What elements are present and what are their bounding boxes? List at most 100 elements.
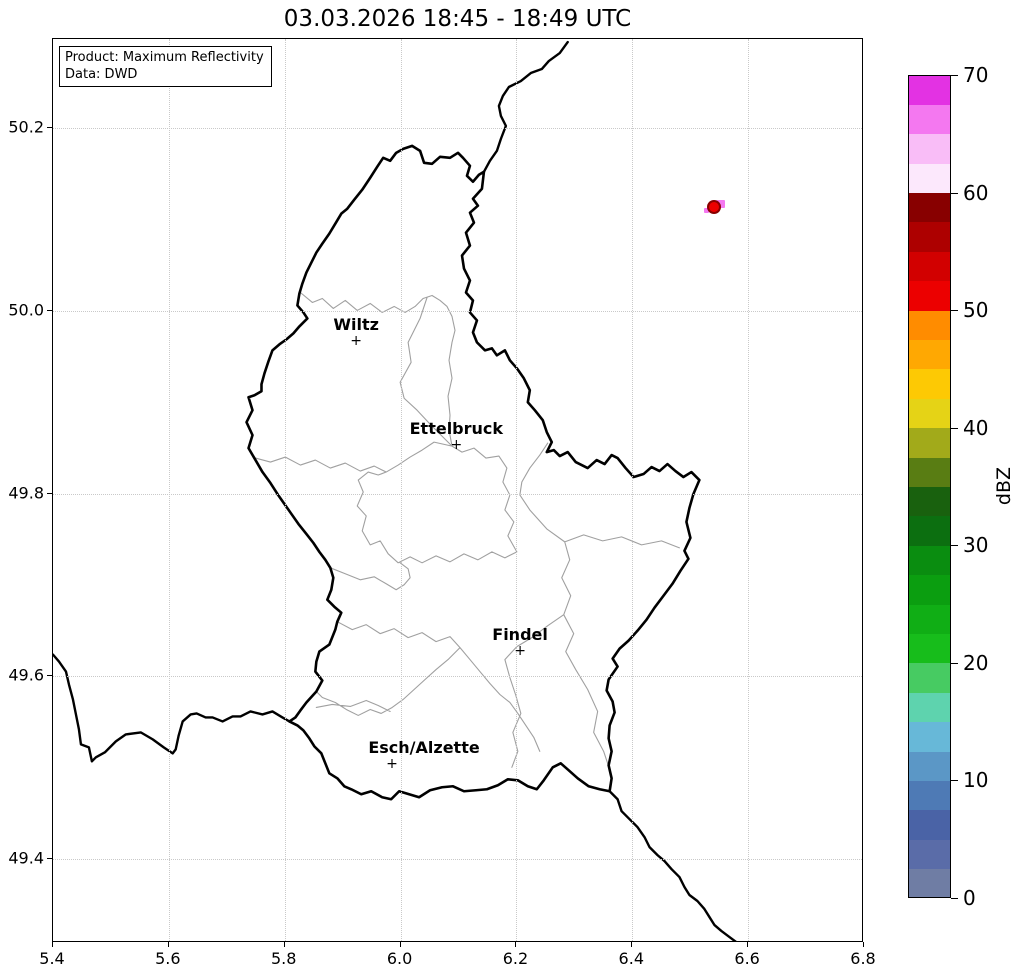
y-gridline: [53, 311, 862, 313]
x-gridline: [168, 39, 170, 941]
x-tick-mark: [52, 942, 53, 947]
colorbar-segment: [908, 780, 951, 811]
colorbar-tick-mark: [951, 545, 958, 547]
colorbar-segment: [908, 368, 951, 399]
colorbar-tick-label: 0: [963, 886, 976, 910]
x-tick-label: 5.6: [155, 949, 181, 968]
y-gridline: [53, 493, 862, 495]
colorbar-tick-label: 60: [963, 180, 989, 205]
radar-echo-pixel: [708, 201, 719, 212]
colorbar-segment: [908, 339, 951, 370]
station-marker: +: [350, 333, 362, 350]
x-tick-label: 6.6: [734, 949, 760, 968]
colorbar-segment: [908, 692, 951, 723]
colorbar-tick-label: 70: [963, 63, 989, 87]
y-tick-label: 49.6: [8, 665, 44, 685]
colorbar-segment: [908, 809, 951, 840]
luxembourg-border: [245, 144, 701, 801]
x-tick-mark: [747, 942, 749, 947]
colorbar-tick-mark: [951, 192, 958, 194]
colorbar-tick-label: 10: [963, 768, 989, 793]
colorbar-segment: [908, 280, 951, 311]
y-tick-label: 49.4: [8, 848, 44, 868]
colorbar-segment: [908, 310, 951, 341]
x-tick-label: 6.2: [502, 949, 529, 968]
map-axes: Product: Maximum Reflectivity Data: DWD: [52, 38, 863, 942]
colorbar-tick-mark: [951, 898, 958, 899]
colorbar-tick-label: 40: [963, 415, 989, 440]
colorbar-segment: [908, 574, 951, 605]
colorbar-frame: [908, 75, 951, 898]
y-tick-label: 50.2: [8, 117, 44, 137]
colorbar-segment: [908, 192, 951, 223]
y-gridline: [53, 128, 862, 130]
figure-title: 03.03.2026 18:45 - 18:49 UTC: [283, 6, 632, 32]
national-border-southwest: [53, 653, 291, 763]
national-border-north: [482, 40, 569, 173]
x-gridline: [516, 39, 518, 941]
colorbar-tick-mark: [951, 310, 958, 312]
colorbar-segment: [908, 545, 951, 576]
colorbar-unit-label: dBZ: [993, 466, 1016, 506]
x-tick-mark: [631, 942, 633, 947]
x-tick-label: 6.0: [386, 949, 413, 968]
colorbar-segment: [908, 604, 951, 634]
colorbar-tick-label: 30: [963, 533, 989, 558]
data-source-line: Data: DWD: [65, 67, 138, 82]
x-gridline: [748, 39, 750, 941]
colorbar-segment: [908, 104, 951, 135]
y-gridline: [53, 676, 862, 678]
x-tick-label: 6.4: [618, 949, 645, 968]
colorbar-segment: [908, 868, 951, 899]
colorbar-segment: [908, 221, 951, 252]
colorbar-tick-label: 50: [963, 298, 989, 323]
x-tick-label: 5.4: [39, 949, 65, 968]
y-tick-label: 49.8: [8, 483, 44, 503]
colorbar-segment: [908, 427, 951, 458]
station-label: Findel: [492, 624, 548, 644]
colorbar-segment: [908, 839, 951, 870]
y-tick-mark: [47, 675, 52, 677]
map-svg: [53, 40, 737, 941]
x-tick-mark: [863, 942, 864, 947]
colorbar-segment: [908, 398, 951, 429]
x-tick-label: 5.8: [270, 949, 297, 968]
product-info-box: Product: Maximum Reflectivity Data: DWD: [59, 46, 272, 87]
colorbar-segment: [908, 515, 951, 546]
canton-boundaries: [254, 291, 680, 770]
y-tick-label: 50.0: [8, 300, 44, 320]
colorbar-tick-mark: [951, 662, 958, 664]
station-marker: +: [386, 755, 398, 772]
x-gridline: [284, 39, 286, 941]
station-label: Wiltz: [333, 315, 379, 335]
colorbar-tick-mark: [951, 75, 958, 76]
colorbar-tick-label: 20: [963, 650, 989, 675]
x-tick-mark: [399, 942, 401, 947]
colorbar-segment: [908, 457, 951, 487]
colorbar-segment: [908, 633, 951, 664]
x-tick-mark: [283, 942, 285, 947]
colorbar-tick-mark: [951, 427, 958, 429]
station-marker: +: [514, 642, 526, 659]
colorbar-segment: [908, 751, 951, 781]
x-tick-label: 6.8: [850, 949, 876, 968]
colorbar-segment: [908, 721, 951, 752]
y-gridline: [53, 858, 862, 860]
x-gridline: [632, 39, 634, 941]
x-tick-mark: [515, 942, 517, 947]
y-tick-mark: [47, 310, 52, 312]
y-tick-mark: [47, 492, 52, 494]
x-gridline: [400, 39, 402, 941]
station-label: Esch/Alzette: [368, 737, 480, 757]
national-border-southeast: [608, 790, 737, 941]
product-line: Product: Maximum Reflectivity: [65, 50, 264, 65]
colorbar-segment: [908, 251, 951, 282]
y-tick-mark: [47, 127, 52, 129]
y-tick-mark: [47, 857, 52, 859]
colorbar-segment: [908, 662, 951, 693]
colorbar-tick-mark: [951, 780, 958, 782]
colorbar-segment: [908, 163, 951, 194]
station-marker: +: [450, 437, 463, 454]
station-label: Ettelbruck: [409, 419, 504, 439]
